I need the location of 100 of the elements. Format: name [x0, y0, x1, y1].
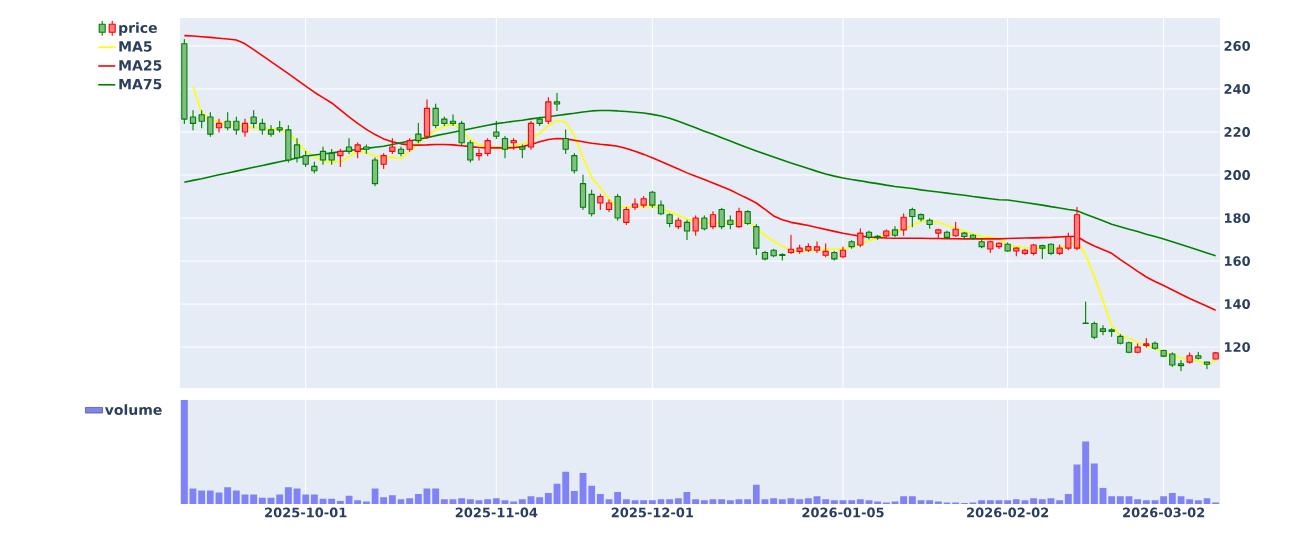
candlestick [865, 230, 873, 240]
bar [735, 499, 743, 504]
candlestick [761, 250, 769, 261]
bar [1160, 496, 1168, 504]
bar [744, 499, 752, 504]
bar [354, 500, 362, 504]
bar [406, 498, 414, 504]
candlestick [1039, 244, 1046, 260]
candlestick [640, 195, 647, 208]
candlestick [683, 219, 691, 241]
bar [726, 500, 734, 504]
bar [484, 499, 492, 504]
bar [250, 494, 258, 504]
y-tick-label: 200 [1224, 170, 1251, 180]
candlestick [1082, 301, 1089, 324]
bar [1021, 500, 1029, 504]
candlestick [675, 217, 682, 230]
candlestick [1030, 243, 1037, 256]
candlestick [354, 142, 361, 159]
x-tick-label: 2026-02-02 [967, 507, 1049, 518]
candlestick [857, 228, 864, 248]
candlestick [536, 116, 543, 127]
candlestick [805, 243, 812, 252]
candlestick [562, 129, 569, 155]
candlestick [510, 137, 517, 150]
legend-label: volume [104, 404, 162, 416]
bar [648, 500, 656, 504]
candlestick [813, 241, 821, 254]
bar [917, 500, 925, 504]
candlestick [822, 243, 829, 258]
candlestick [1177, 360, 1185, 372]
candlestick [1065, 232, 1072, 251]
candlestick [267, 125, 275, 137]
bar [1168, 493, 1176, 504]
candlestick [701, 215, 708, 231]
x-tick-label: 2025-10-01 [265, 507, 347, 518]
candlestick [293, 137, 301, 163]
candlestick [311, 161, 318, 174]
bar [380, 497, 388, 504]
candlestick [588, 189, 595, 217]
bar [874, 501, 882, 504]
candlestick [441, 116, 448, 127]
candlestick [493, 120, 500, 140]
candlestick [909, 207, 916, 228]
candlestick [978, 237, 985, 249]
bar [466, 499, 474, 504]
candlestick [1013, 246, 1020, 257]
bar [1030, 498, 1038, 504]
candlestick [224, 112, 231, 131]
bar [692, 499, 700, 504]
candlestick [345, 137, 353, 155]
candlestick [657, 200, 665, 216]
candlestick [189, 109, 197, 131]
bar [804, 498, 812, 504]
bar [761, 499, 769, 504]
candlestick [259, 118, 266, 135]
bar [666, 499, 674, 504]
candlestick [692, 215, 699, 236]
bar [336, 500, 344, 504]
bar [596, 494, 604, 504]
legend-label: MA5 [119, 41, 152, 52]
y-tick-label: 140 [1224, 299, 1251, 310]
candlestick [276, 120, 283, 133]
candlestick [207, 112, 214, 137]
candlestick [935, 228, 942, 238]
bar [414, 494, 422, 504]
y-tick-label: 180 [1224, 213, 1251, 223]
bar [770, 498, 778, 504]
bar [1004, 500, 1012, 504]
bar [978, 500, 986, 504]
bar [180, 399, 188, 504]
bar [1203, 498, 1211, 504]
bar [1090, 463, 1098, 504]
candlestick [666, 213, 673, 228]
candlestick [987, 240, 994, 254]
candlestick [753, 223, 760, 256]
bar [449, 499, 457, 504]
candlestick [1056, 244, 1063, 256]
x-tick-label: 2026-01-05 [802, 507, 884, 518]
bar [986, 500, 994, 504]
candlestick [883, 229, 890, 238]
candlestick [380, 152, 387, 170]
candlestick [319, 146, 327, 165]
candlestick [1108, 328, 1115, 337]
candlestick [631, 198, 639, 210]
candlestick [475, 148, 483, 161]
legend-label: MA75 [119, 78, 162, 90]
candlestick [467, 140, 474, 163]
candlestick [1047, 242, 1055, 256]
candlestick [406, 137, 413, 152]
x-tick-label: 2025-12-01 [611, 507, 694, 518]
bar [224, 487, 232, 504]
bar [709, 499, 717, 504]
bar [258, 497, 266, 504]
candlestick [831, 251, 838, 261]
bar [778, 499, 786, 504]
candlestick [597, 193, 604, 210]
bar [397, 499, 405, 504]
candlestick [727, 215, 734, 230]
candlestick [545, 97, 552, 124]
